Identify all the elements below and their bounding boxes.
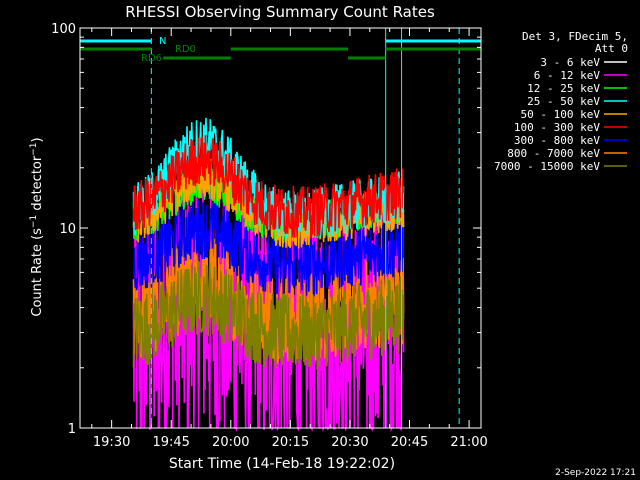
x-tick-label: 20:45 <box>391 435 428 450</box>
legend-entry-label: 300 - 800 keV <box>514 134 600 147</box>
legend-entry-label: 12 - 25 keV <box>527 82 600 95</box>
x-tick-label: 19:30 <box>93 435 130 450</box>
x-tick-label: 20:00 <box>212 435 249 450</box>
legend-entry-label: 3 - 6 keV <box>540 56 600 69</box>
x-tick-label: 20:15 <box>272 435 309 450</box>
series-line <box>132 259 405 370</box>
legend-entry-label: 25 - 50 keV <box>527 95 600 108</box>
legend-header: Det 3, FDecim 5, <box>522 30 628 43</box>
y-tick-label: 10 <box>59 222 76 237</box>
x-tick-label: 21:00 <box>450 435 487 450</box>
data-layer <box>132 117 405 432</box>
y-tick-label: 100 <box>51 22 76 37</box>
series-line <box>132 200 405 298</box>
status-label: RD0 <box>175 44 196 55</box>
legend-entry-label: 6 - 12 keV <box>534 69 601 82</box>
footer-date: 2-Sep-2022 17:21 <box>555 468 636 478</box>
y-axis-label: Count Rate (s−1 detector−1) <box>29 137 45 316</box>
x-tick-label: 19:45 <box>152 435 189 450</box>
legend-entry-label: 800 - 7000 keV <box>507 147 600 160</box>
x-tick-label: 20:30 <box>331 435 368 450</box>
chart-title: RHESSI Observing Summary Count Rates <box>125 3 435 21</box>
x-axis-label: Start Time (14-Feb-18 19:22:02) <box>169 456 395 472</box>
axes: 19:30 19:45 20:00 20:15 20:30 20:45 21:00 1 10 10… <box>51 22 488 450</box>
status-label: N <box>159 36 166 47</box>
series-line <box>132 135 404 240</box>
legend-entry-label: 100 - 300 keV <box>514 121 600 134</box>
status-label: RD6 <box>141 53 162 64</box>
status-bars: N RD0 RD6 <box>80 36 481 64</box>
legend-header: Att 0 <box>595 42 628 55</box>
legend-entry-label: 7000 - 15000 keV <box>494 160 600 173</box>
legend-entry-label: 50 - 100 keV <box>521 108 601 121</box>
y-tick-label: 1 <box>68 422 76 437</box>
